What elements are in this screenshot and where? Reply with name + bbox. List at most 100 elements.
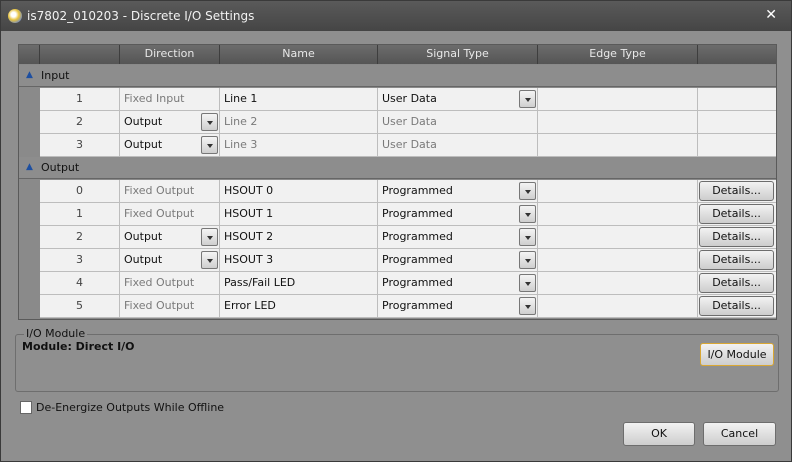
group-row-input[interactable]: ▲ Input xyxy=(19,65,776,87)
app-icon xyxy=(8,9,22,23)
row-number: 1 xyxy=(40,88,120,110)
signal-type-cell[interactable]: Programmed xyxy=(378,249,538,271)
io-module-group: I/O Module Module: Direct I/O I/O Module xyxy=(15,327,779,392)
details-cell xyxy=(698,88,776,110)
signal-type-dropdown-button[interactable] xyxy=(519,228,536,246)
group-row-output[interactable]: ▲ Output xyxy=(19,157,776,179)
direction-cell: Fixed Input xyxy=(120,88,220,110)
details-button[interactable]: Details... xyxy=(699,204,774,224)
name-cell[interactable]: Pass/Fail LED xyxy=(220,272,378,294)
signal-type-value: Programmed xyxy=(382,299,453,312)
table-row[interactable]: 1 Fixed Output HSOUT 1 Programmed Details... xyxy=(40,203,776,226)
direction-value: Fixed Output xyxy=(124,299,195,312)
signal-type-dropdown-button[interactable] xyxy=(519,297,536,315)
details-button[interactable]: Details... xyxy=(699,273,774,293)
signal-type-value: User Data xyxy=(382,92,437,105)
row-number: 3 xyxy=(40,134,120,156)
ok-button[interactable]: OK xyxy=(623,422,695,446)
details-button[interactable]: Details... xyxy=(699,181,774,201)
close-icon[interactable]: ✕ xyxy=(765,7,777,23)
signal-type-cell[interactable]: User Data xyxy=(378,88,538,110)
signal-type-cell[interactable]: Programmed xyxy=(378,203,538,225)
signal-type-value: User Data xyxy=(382,138,437,151)
table-row[interactable]: 2 Output Line 2 User Data xyxy=(40,111,776,134)
header-direction[interactable]: Direction xyxy=(120,45,220,64)
details-button[interactable]: Details... xyxy=(699,296,774,316)
title-bar: is7802_010203 - Discrete I/O Settings ✕ xyxy=(1,1,791,31)
signal-type-cell: User Data xyxy=(378,111,538,133)
details-cell: Details... xyxy=(698,249,776,271)
signal-type-value: Programmed xyxy=(382,276,453,289)
table-row[interactable]: 4 Fixed Output Pass/Fail LED Programmed Deta… xyxy=(40,272,776,295)
table-row[interactable]: 5 Fixed Output Error LED Programmed Details.… xyxy=(40,295,776,318)
direction-dropdown-button[interactable] xyxy=(201,136,218,154)
direction-cell[interactable]: Output xyxy=(120,111,220,133)
table-row[interactable]: 1 Fixed Input Line 1 User Data xyxy=(40,88,776,111)
signal-type-cell[interactable]: Programmed xyxy=(378,226,538,248)
header-name[interactable]: Name xyxy=(220,45,378,64)
name-cell[interactable]: HSOUT 0 xyxy=(220,180,378,202)
header-signal-type[interactable]: Signal Type xyxy=(378,45,538,64)
direction-value: Fixed Output xyxy=(124,207,195,220)
window-title: is7802_010203 - Discrete I/O Settings xyxy=(27,9,255,23)
details-button[interactable]: Details... xyxy=(699,250,774,270)
name-cell[interactable]: Error LED xyxy=(220,295,378,317)
edge-type-cell xyxy=(538,134,698,156)
signal-type-dropdown-button[interactable] xyxy=(519,251,536,269)
edge-type-cell xyxy=(538,295,698,317)
direction-dropdown-button[interactable] xyxy=(201,251,218,269)
name-cell[interactable]: HSOUT 1 xyxy=(220,203,378,225)
table-row[interactable]: 3 Output Line 3 User Data xyxy=(40,134,776,157)
grid-header: Direction Name Signal Type Edge Type xyxy=(19,45,776,64)
direction-cell[interactable]: Output xyxy=(120,226,220,248)
chevron-up-icon[interactable]: ▲ xyxy=(26,162,33,172)
edge-type-cell xyxy=(538,272,698,294)
direction-dropdown-button[interactable] xyxy=(201,228,218,246)
direction-cell: Fixed Output xyxy=(120,203,220,225)
name-cell[interactable]: Line 3 xyxy=(220,134,378,156)
row-number: 2 xyxy=(40,111,120,133)
signal-type-cell[interactable]: Programmed xyxy=(378,295,538,317)
signal-type-dropdown-button[interactable] xyxy=(519,90,536,108)
table-row[interactable]: 0 Fixed Output HSOUT 0 Programmed Details... xyxy=(40,180,776,203)
direction-value: Fixed Output xyxy=(124,184,195,197)
header-edge-type[interactable]: Edge Type xyxy=(538,45,698,64)
row-number: 4 xyxy=(40,272,120,294)
signal-type-dropdown-button[interactable] xyxy=(519,274,536,292)
table-row[interactable]: 3 Output HSOUT 3 Programmed Details... xyxy=(40,249,776,272)
group-label: Input xyxy=(41,69,70,82)
io-module-button[interactable]: I/O Module xyxy=(700,343,774,366)
details-cell: Details... xyxy=(698,203,776,225)
direction-cell[interactable]: Output xyxy=(120,134,220,156)
direction-dropdown-button[interactable] xyxy=(201,113,218,131)
io-module-legend: I/O Module xyxy=(24,327,88,340)
signal-type-dropdown-button[interactable] xyxy=(519,205,536,223)
cancel-button[interactable]: Cancel xyxy=(703,422,776,446)
deenergize-checkbox[interactable] xyxy=(20,401,32,414)
direction-value: Output xyxy=(124,230,163,243)
edge-type-cell xyxy=(538,88,698,110)
edge-type-cell xyxy=(538,111,698,133)
deenergize-label[interactable]: De-Energize Outputs While Offline xyxy=(36,401,225,414)
signal-type-value: Programmed xyxy=(382,253,453,266)
direction-cell[interactable]: Output xyxy=(120,249,220,271)
signal-type-cell[interactable]: Programmed xyxy=(378,272,538,294)
signal-type-dropdown-button[interactable] xyxy=(519,182,536,200)
table-row[interactable]: 2 Output HSOUT 2 Programmed Details... xyxy=(40,226,776,249)
header-number xyxy=(40,45,120,64)
row-number: 0 xyxy=(40,180,120,202)
row-number: 1 xyxy=(40,203,120,225)
direction-cell: Fixed Output xyxy=(120,272,220,294)
details-button[interactable]: Details... xyxy=(699,227,774,247)
name-cell[interactable]: HSOUT 2 xyxy=(220,226,378,248)
signal-type-cell[interactable]: Programmed xyxy=(378,180,538,202)
chevron-up-icon[interactable]: ▲ xyxy=(26,70,33,80)
row-number: 3 xyxy=(40,249,120,271)
name-cell[interactable]: Line 2 xyxy=(220,111,378,133)
row-number: 5 xyxy=(40,295,120,317)
name-cell[interactable]: HSOUT 3 xyxy=(220,249,378,271)
name-cell[interactable]: Line 1 xyxy=(220,88,378,110)
edge-type-cell xyxy=(538,249,698,271)
direction-cell: Fixed Output xyxy=(120,180,220,202)
group-label: Output xyxy=(41,161,80,174)
